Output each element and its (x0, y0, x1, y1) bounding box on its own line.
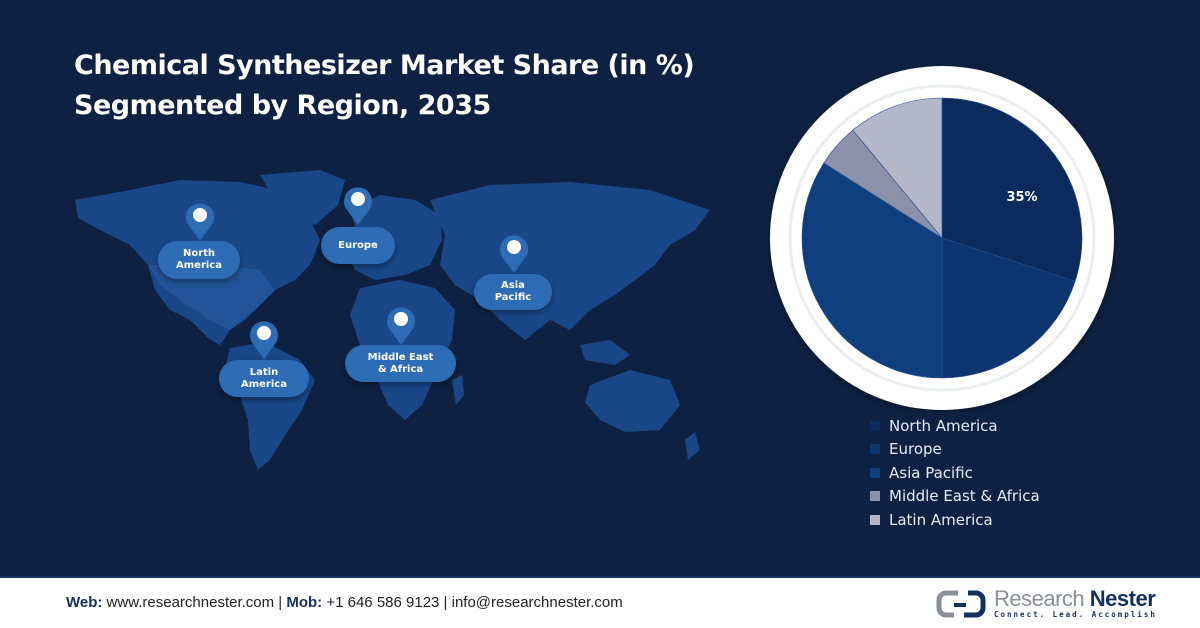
mob-label: Mob: (286, 594, 323, 611)
pie-slice-latin-america (852, 97, 943, 239)
legend-swatch (870, 467, 880, 478)
legend-swatch (870, 444, 880, 455)
logo-chain-icon (936, 590, 986, 617)
chart-legend: North America Europe Asia Pacific Middle… (870, 414, 1040, 532)
footer-bar: Web: www.researchnester.com | Mob: +1 64… (0, 576, 1200, 628)
legend-item-europe: Europe (870, 438, 1040, 462)
europe-pin-icon (344, 187, 372, 225)
asia-pacific-pin-icon (500, 235, 528, 273)
web-label: Web: (66, 594, 103, 611)
title-line-2: Segmented by Region, 2035 (74, 90, 491, 121)
pie-annotation-north-america: 35% (1006, 190, 1037, 205)
infographic-canvas: Chemical Synthesizer Market Share (in %)… (74, 46, 1114, 532)
north-america-pin-icon (186, 203, 214, 241)
pie-slice-asia-pacific (801, 162, 943, 379)
legend-item-asia-pacific: Asia Pacific (870, 461, 1040, 485)
legend-item-middle-east-africa: Middle East & Africa (870, 485, 1040, 509)
legend-swatch (870, 491, 880, 502)
legend-swatch (870, 420, 880, 431)
contact-info: Web: www.researchnester.com | Mob: +1 64… (66, 594, 623, 611)
latin-america-label: Latin America (219, 360, 309, 397)
research-nester-logo: Research Nester Connect. Lead. Accomplis… (936, 588, 1157, 619)
logo-tagline: Connect. Lead. Accomplish (994, 610, 1157, 619)
pie-slice-europe (941, 237, 1076, 379)
north-america-label: North America (158, 241, 240, 279)
middle-east-africa-label: Middle East & Africa (345, 345, 456, 382)
web-value[interactable]: www.researchnester.com | (102, 594, 287, 611)
mob-email-value[interactable]: +1 646 586 9123 | info@researchnester.co… (322, 594, 623, 611)
asia-pacific-label: Asia Pacific (474, 274, 552, 310)
logo-word-nester: Nester (1089, 586, 1156, 611)
pie-chart: 35% (770, 66, 1114, 410)
legend-swatch (870, 514, 880, 525)
chart-title: Chemical Synthesizer Market Share (in %)… (74, 46, 695, 126)
logo-word-research: Research (994, 586, 1085, 611)
legend-item-north-america: North America (870, 414, 1040, 438)
title-line-1: Chemical Synthesizer Market Share (in %) (74, 50, 695, 81)
latin-america-pin-icon (250, 321, 278, 359)
pie-slices (801, 97, 1083, 379)
europe-label: Europe (321, 227, 395, 264)
middle-east-africa-pin-icon (387, 307, 415, 345)
pie-slice-north-america (941, 97, 1083, 282)
legend-item-latin-america: Latin America (870, 508, 1040, 532)
